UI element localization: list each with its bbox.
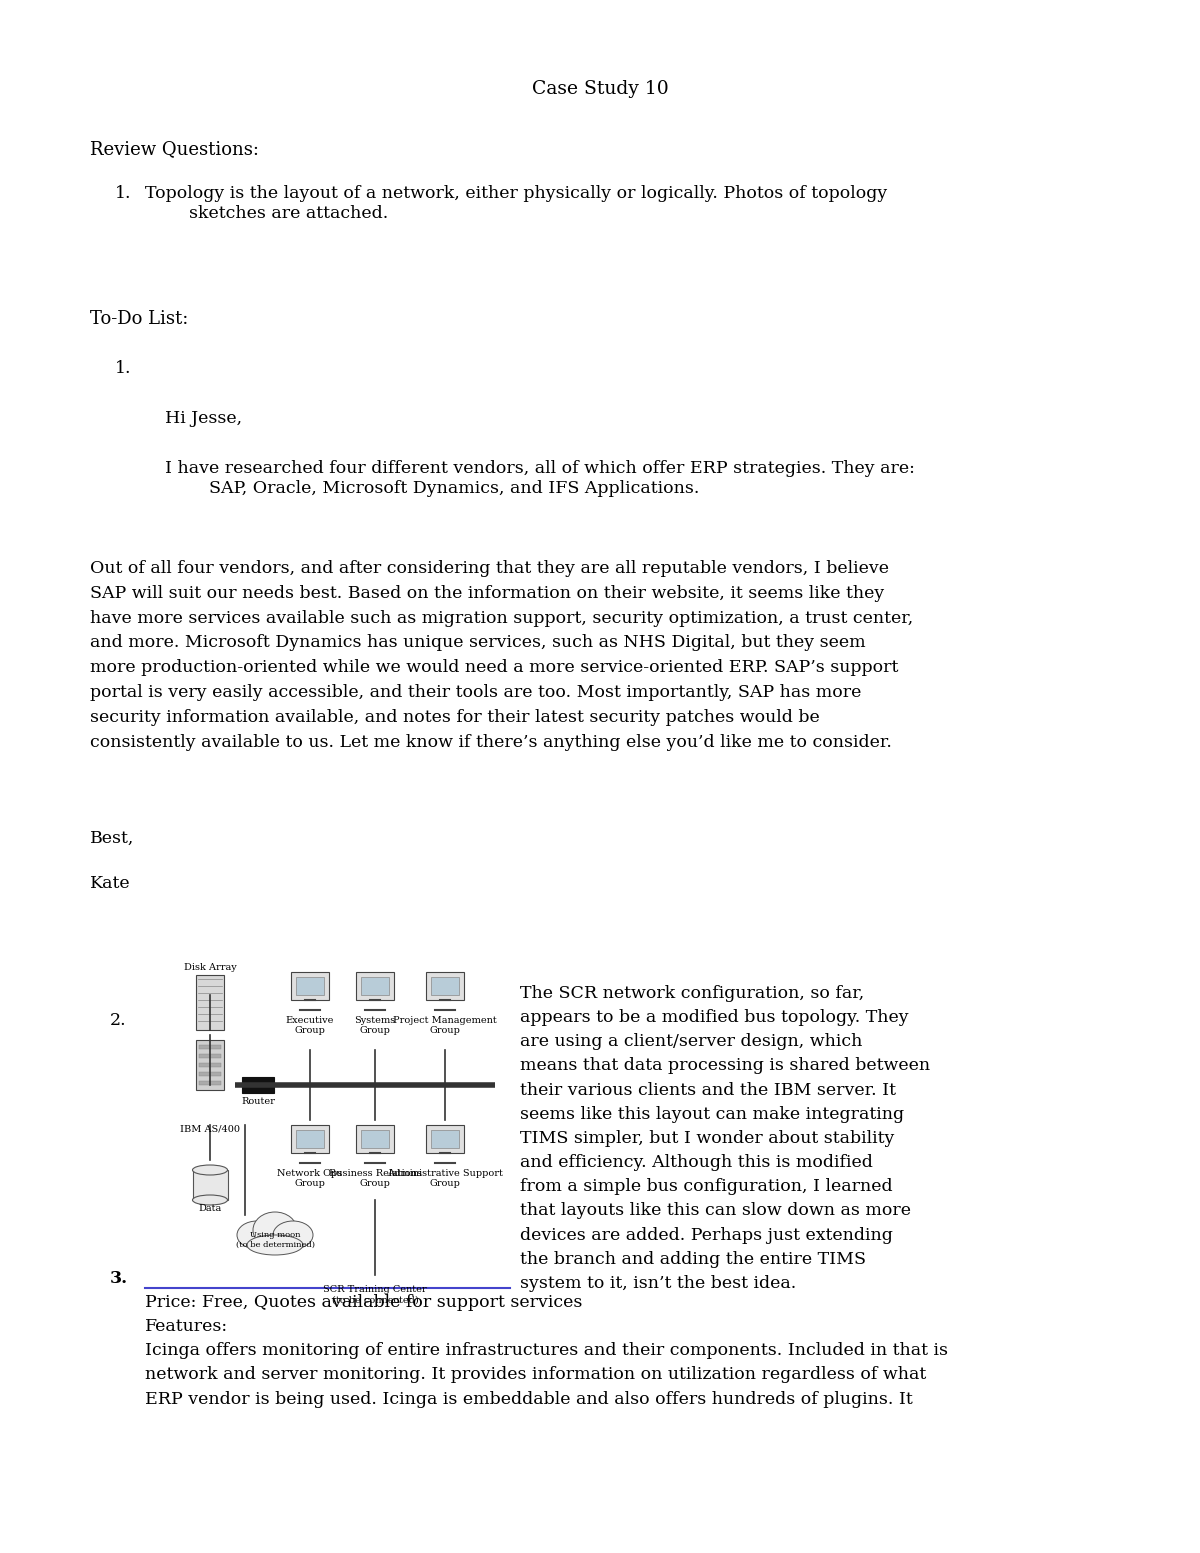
Text: Router: Router [241, 1096, 275, 1106]
Text: Business Relations
Group: Business Relations Group [329, 1169, 421, 1188]
Text: Out of all four vendors, and after considering that they are all reputable vendo: Out of all four vendors, and after consi… [90, 561, 913, 750]
FancyBboxPatch shape [196, 975, 224, 1030]
Text: Project Management
Group: Project Management Group [394, 1016, 497, 1036]
FancyBboxPatch shape [296, 1131, 324, 1148]
Text: 2.: 2. [110, 1013, 127, 1030]
Text: Case Study 10: Case Study 10 [532, 81, 668, 98]
Text: Disk Array: Disk Array [184, 963, 236, 972]
FancyBboxPatch shape [242, 1076, 274, 1093]
FancyBboxPatch shape [426, 972, 464, 1000]
Text: To-Do List:: To-Do List: [90, 311, 188, 328]
Text: IBM AS/400: IBM AS/400 [180, 1124, 240, 1134]
Text: 1.: 1. [115, 360, 132, 377]
Text: SCR Training Center
(to be connected): SCR Training Center (to be connected) [323, 1284, 427, 1305]
Text: Network Ops
Group: Network Ops Group [277, 1169, 343, 1188]
Text: Using moon
(to be determined): Using moon (to be determined) [235, 1232, 314, 1249]
Ellipse shape [238, 1221, 277, 1249]
FancyBboxPatch shape [199, 1045, 221, 1048]
FancyBboxPatch shape [292, 1124, 329, 1152]
FancyBboxPatch shape [192, 1169, 228, 1200]
FancyBboxPatch shape [426, 1124, 464, 1152]
Text: Review Questions:: Review Questions: [90, 140, 259, 158]
Text: The SCR network configuration, so far,
appears to be a modified bus topology. Th: The SCR network configuration, so far, a… [520, 985, 930, 1292]
FancyBboxPatch shape [196, 1041, 224, 1090]
Text: Systems
Group: Systems Group [354, 1016, 396, 1036]
FancyBboxPatch shape [361, 977, 389, 995]
FancyBboxPatch shape [431, 1131, 458, 1148]
Text: Kate: Kate [90, 874, 131, 891]
Text: 3.: 3. [110, 1270, 128, 1287]
FancyBboxPatch shape [356, 972, 394, 1000]
Text: Data: Data [198, 1204, 222, 1213]
FancyBboxPatch shape [431, 977, 458, 995]
Text: Administrative Support
Group: Administrative Support Group [388, 1169, 503, 1188]
FancyBboxPatch shape [199, 1081, 221, 1086]
Text: Hi Jesse,: Hi Jesse, [166, 410, 242, 427]
Ellipse shape [192, 1165, 228, 1176]
Ellipse shape [247, 1235, 302, 1255]
Text: Best,: Best, [90, 829, 134, 846]
Text: 1.: 1. [115, 185, 132, 202]
FancyBboxPatch shape [199, 1054, 221, 1058]
FancyBboxPatch shape [361, 1131, 389, 1148]
Ellipse shape [274, 1221, 313, 1249]
FancyBboxPatch shape [199, 1072, 221, 1076]
FancyBboxPatch shape [296, 977, 324, 995]
Text: Price: Free, Quotes available for support services
Features:
Icinga offers monit: Price: Free, Quotes available for suppor… [145, 1294, 948, 1407]
Text: Topology is the layout of a network, either physically or logically. Photos of t: Topology is the layout of a network, eit… [145, 185, 887, 222]
FancyBboxPatch shape [356, 1124, 394, 1152]
FancyBboxPatch shape [199, 1062, 221, 1067]
Ellipse shape [253, 1211, 298, 1249]
Text: Executive
Group: Executive Group [286, 1016, 334, 1036]
Text: I have researched four different vendors, all of which offer ERP strategies. The: I have researched four different vendors… [166, 460, 914, 497]
Ellipse shape [192, 1194, 228, 1205]
FancyBboxPatch shape [292, 972, 329, 1000]
